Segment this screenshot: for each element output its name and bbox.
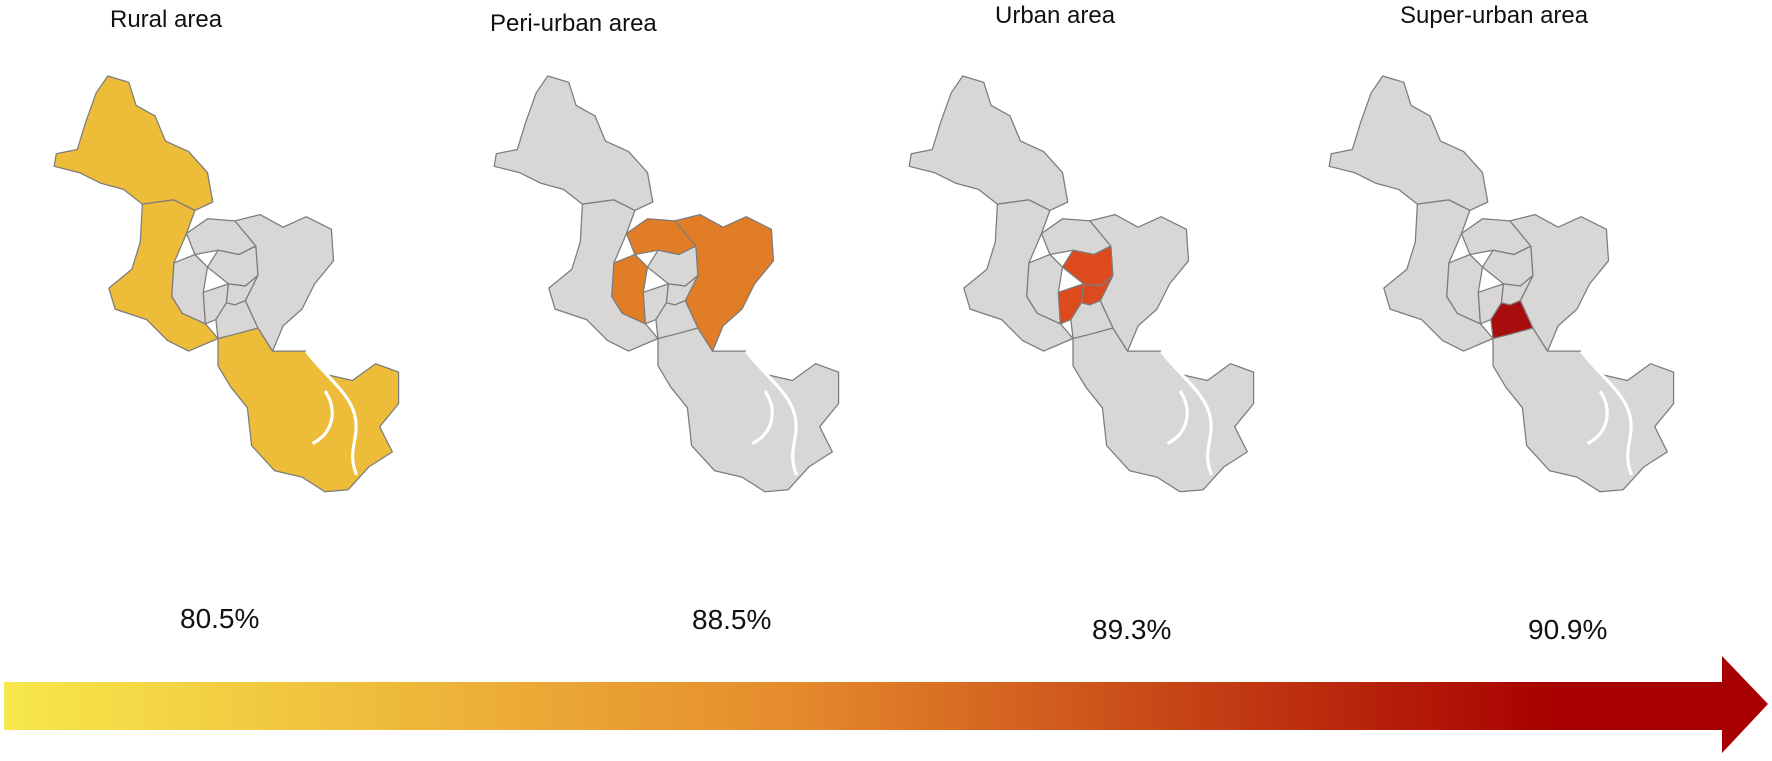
panel-title-rural: Rural area: [110, 6, 223, 33]
region-city-core: [1490, 300, 1534, 340]
arrow-body: [4, 656, 1768, 753]
map-periurban: [493, 75, 840, 493]
region-north-district: [493, 75, 654, 212]
percent-rural: 80.5%: [180, 603, 260, 634]
region-city-core: [655, 300, 699, 340]
map-rural: [53, 75, 400, 493]
percent-urban: 89.3%: [1092, 614, 1172, 645]
region-north-district: [1328, 75, 1489, 212]
panel-title-urban: Urban area: [995, 2, 1116, 29]
map-urban: [908, 75, 1255, 493]
percent-periurban: 88.5%: [692, 604, 772, 635]
gradient-arrow: [4, 656, 1768, 753]
map-superurban: [1328, 75, 1675, 493]
region-north-district: [908, 75, 1069, 212]
region-north-district: [53, 75, 214, 212]
region-city-core: [215, 300, 259, 340]
panel-title-superurban: Super-urban area: [1400, 2, 1589, 29]
panel-title-periurban: Peri-urban area: [490, 10, 657, 37]
percent-superurban: 90.9%: [1528, 614, 1608, 645]
river-lines: [304, 350, 359, 476]
river-lines: [1579, 350, 1634, 476]
region-city-core: [1070, 300, 1114, 340]
river-lines: [1159, 350, 1214, 476]
river-lines: [744, 350, 799, 476]
